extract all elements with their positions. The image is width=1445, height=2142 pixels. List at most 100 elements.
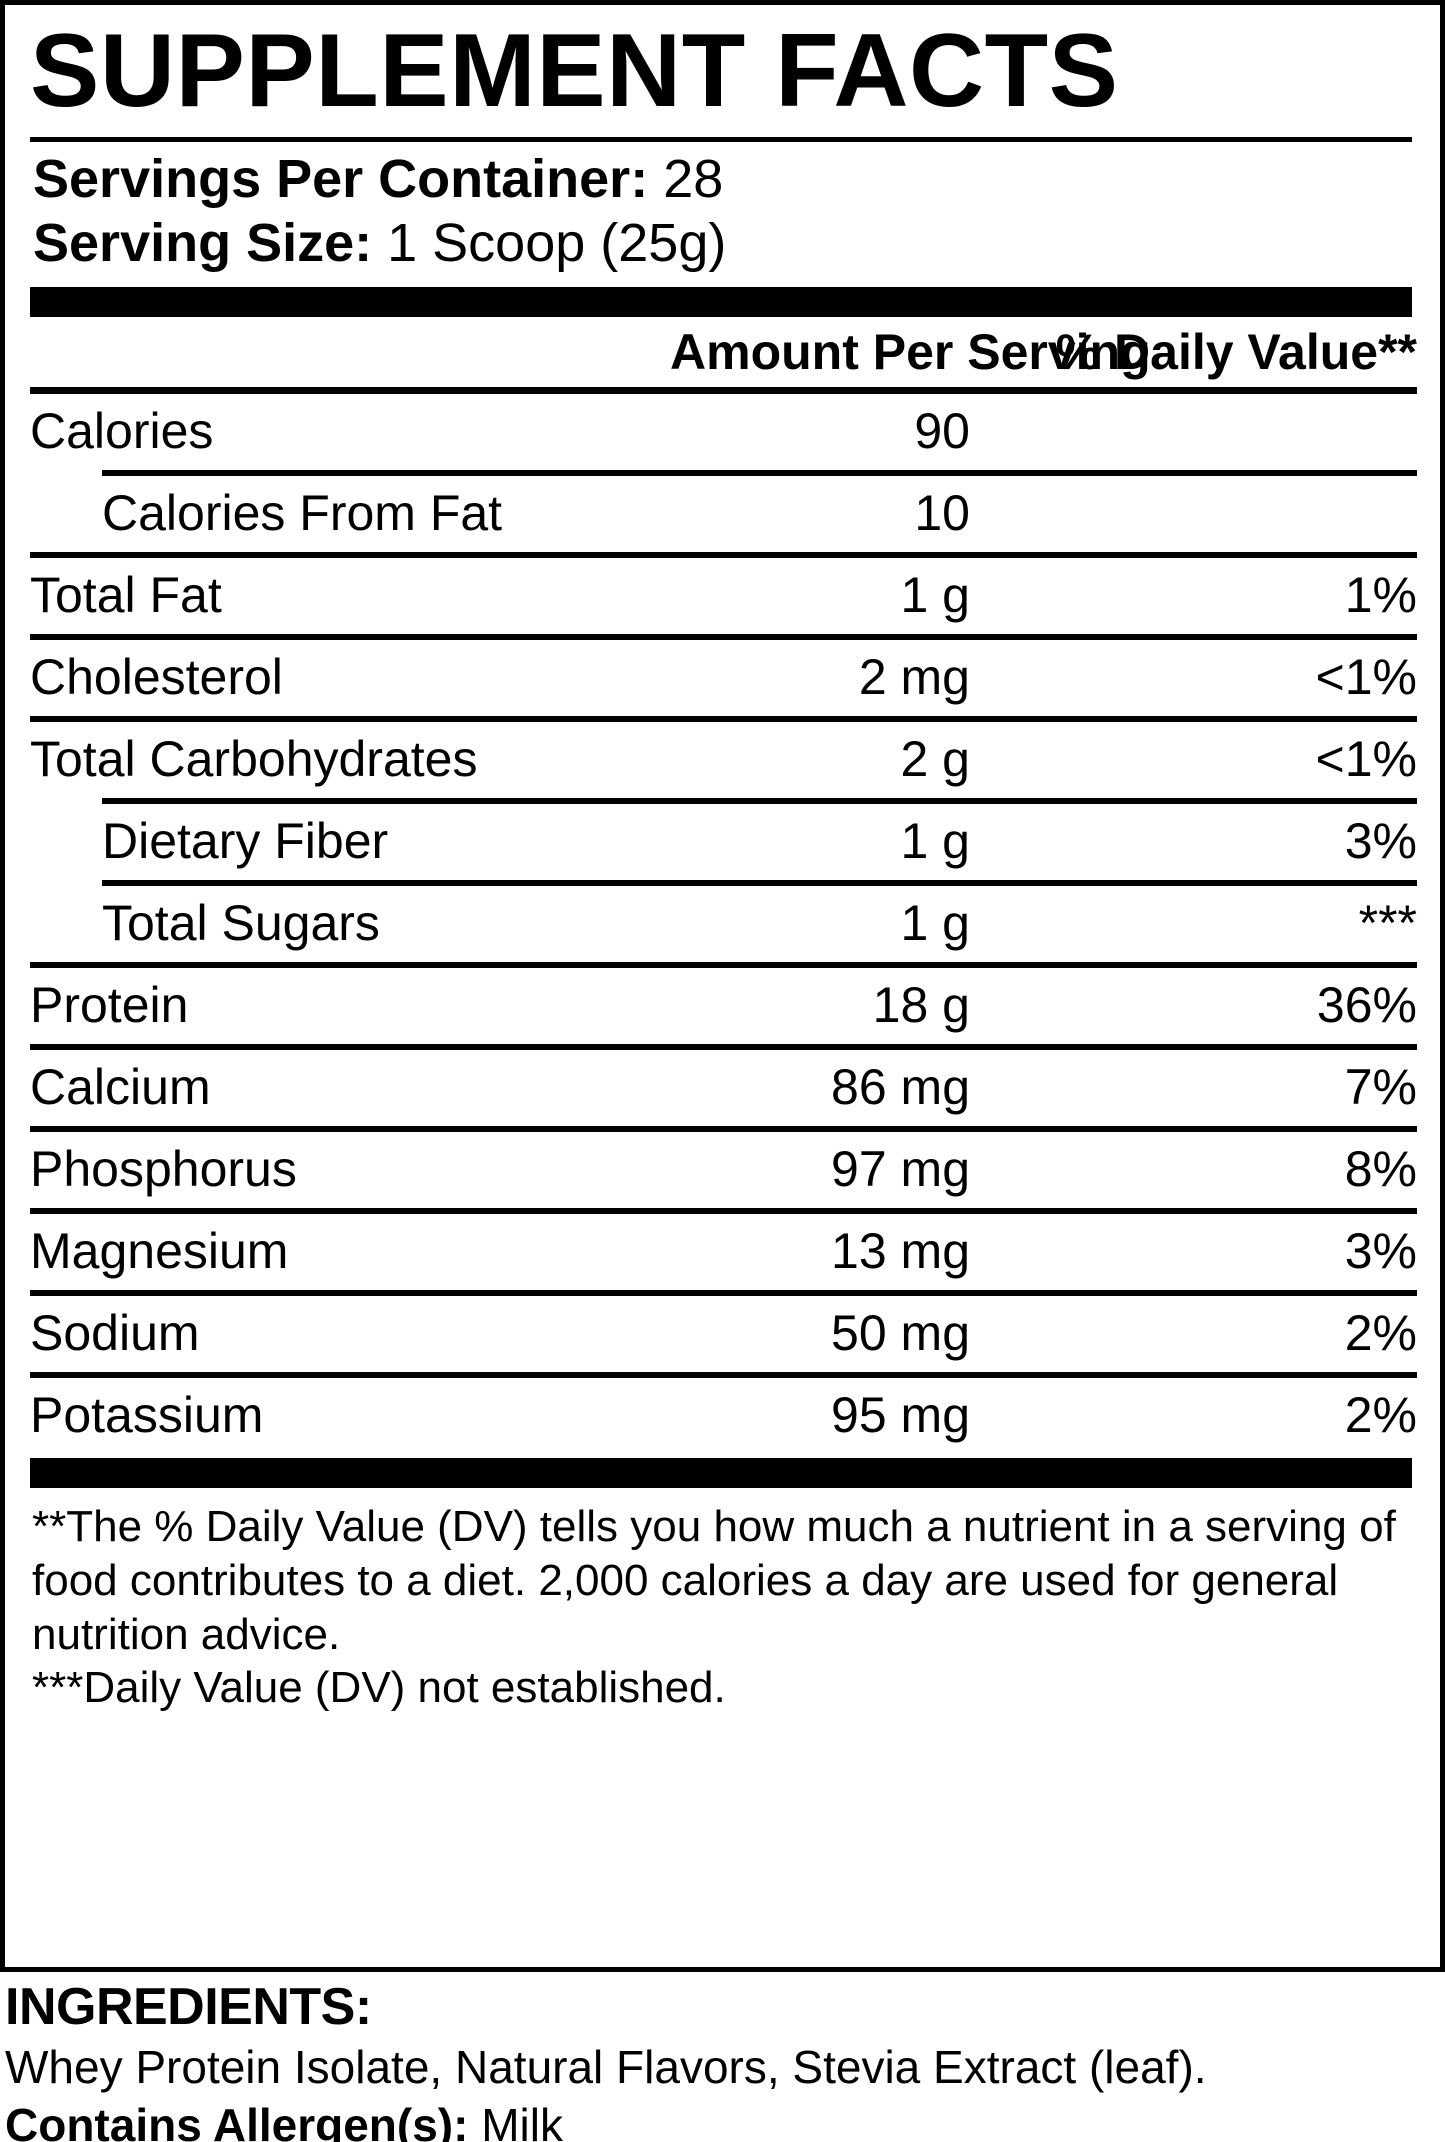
table-row: Magnesium 13 mg 3%	[30, 1214, 1417, 1290]
row-divider	[30, 634, 1417, 641]
nutrient-amount: 97 mg	[831, 1141, 970, 1198]
nutrient-amount: 18 g	[872, 977, 970, 1034]
row-divider	[30, 962, 1417, 969]
nutrient-name: Potassium	[30, 1387, 264, 1444]
row-divider-row	[30, 716, 1417, 723]
row-divider-row	[30, 1044, 1417, 1051]
nutrient-daily-value	[970, 394, 1417, 470]
table-header-row: Amount Per Serving % Daily Value**	[30, 317, 1417, 387]
table-row: Calcium 86 mg 7%	[30, 1050, 1417, 1126]
nutrient-daily-value: <1%	[1315, 731, 1417, 788]
nutrient-amount: 2 mg	[858, 649, 970, 706]
serving-size: Serving Size: 1 Scoop (25g)	[30, 212, 1412, 276]
servings-per-container: Servings Per Container: 28	[30, 148, 1412, 212]
nutrient-name: Calories From Fat	[102, 485, 503, 542]
nutrient-daily-value: 3%	[1344, 1223, 1417, 1280]
row-divider	[30, 1290, 1417, 1297]
nutrient-amount: 95 mg	[831, 1387, 970, 1444]
row-divider-row	[30, 1372, 1417, 1379]
nutrient-amount: 1 g	[900, 895, 970, 952]
nutrient-daily-value: 2%	[1344, 1387, 1417, 1444]
table-row: Dietary Fiber 1 g 3%	[30, 804, 1417, 880]
row-divider	[30, 1372, 1417, 1379]
nutrient-name: Sodium	[30, 1305, 200, 1362]
table-row: Sodium 50 mg 2%	[30, 1296, 1417, 1372]
ingredients-heading: INGREDIENTS:	[5, 1978, 372, 2036]
column-header-amount: Amount Per Serving	[670, 324, 1151, 381]
servings-per-container-label: Servings Per Container:	[33, 149, 649, 209]
row-divider-row	[30, 634, 1417, 641]
nutrient-daily-value: 7%	[1344, 1059, 1417, 1116]
page-title: SUPPLEMENT FACTS	[30, 13, 1119, 129]
row-divider	[30, 1044, 1417, 1051]
nutrient-daily-value: 3%	[1344, 813, 1417, 870]
header-divider-row	[30, 387, 1417, 395]
ingredients-list: Whey Protein Isolate, Natural Flavors, S…	[5, 2040, 1207, 2093]
title-divider	[30, 137, 1412, 142]
allergen-value: Milk	[481, 2098, 563, 2142]
nutrient-amount: 13 mg	[831, 1223, 970, 1280]
nutrient-name: Calcium	[30, 1059, 211, 1116]
nutrient-daily-value: 1%	[1344, 567, 1417, 624]
nutrient-daily-value	[970, 476, 1417, 552]
table-row: Potassium 95 mg 2%	[30, 1378, 1417, 1454]
nutrient-name: Total Carbohydrates	[30, 731, 478, 788]
nutrient-amount: 10	[914, 485, 970, 542]
table-row: Total Carbohydrates 2 g <1%	[30, 722, 1417, 798]
nutrient-amount: 86 mg	[831, 1059, 970, 1116]
nutrient-name: Dietary Fiber	[102, 813, 389, 870]
table-row: Phosphorus 97 mg 8%	[30, 1132, 1417, 1208]
row-divider-row	[30, 1208, 1417, 1215]
column-header-daily-value: % Daily Value**	[1055, 324, 1417, 381]
column-header-name	[30, 317, 670, 387]
nutrient-daily-value: 8%	[1344, 1141, 1417, 1198]
serving-size-value: 1 Scoop (25g)	[387, 212, 727, 273]
nutrient-name: Total Fat	[30, 567, 222, 624]
heavy-bar-top	[30, 287, 1412, 318]
nutrient-daily-value: 36%	[1316, 977, 1417, 1034]
row-divider-row	[30, 1126, 1417, 1133]
table-row: Calories From Fat 10	[30, 476, 1417, 552]
ingredients-section: INGREDIENTS: Whey Protein Isolate, Natur…	[5, 1980, 1440, 2142]
nutrient-name: Total Sugars	[102, 895, 380, 952]
header-divider	[30, 387, 1417, 395]
servings-per-container-value: 28	[663, 149, 724, 209]
row-divider-row	[30, 962, 1417, 969]
nutrition-table: Amount Per Serving % Daily Value** Calor…	[30, 317, 1417, 1454]
row-divider	[102, 470, 1417, 477]
table-row: Protein 18 g 36%	[30, 968, 1417, 1044]
nutrient-amount: 50 mg	[831, 1305, 970, 1362]
row-divider	[30, 1208, 1417, 1215]
footnotes: **The % Daily Value (DV) tells you how m…	[30, 1488, 1412, 1715]
row-divider-row	[30, 798, 1417, 805]
nutrition-table-body: Amount Per Serving % Daily Value** Calor…	[30, 317, 1417, 1454]
nutrient-name: Calories	[30, 403, 214, 460]
row-divider	[30, 716, 1417, 723]
serving-size-label: Serving Size:	[33, 212, 373, 273]
table-row: Total Sugars 1 g ***	[30, 886, 1417, 962]
nutrient-amount: 1 g	[900, 567, 970, 624]
row-divider	[30, 1126, 1417, 1133]
table-row: Cholesterol 2 mg <1%	[30, 640, 1417, 716]
footnote-daily-value: **The % Daily Value (DV) tells you how m…	[32, 1502, 1396, 1659]
nutrient-name: Protein	[30, 977, 189, 1034]
nutrient-name: Cholesterol	[30, 649, 283, 706]
allergen-statement: Contains Allergen(s): Milk	[5, 2097, 1440, 2142]
nutrient-daily-value: ***	[1358, 895, 1417, 952]
nutrient-amount: 2 g	[900, 731, 970, 788]
row-divider-row	[30, 470, 1417, 477]
allergen-label: Contains Allergen(s):	[5, 2098, 469, 2142]
nutrient-amount: 90	[914, 403, 970, 460]
row-divider-row	[30, 880, 1417, 887]
heavy-bar-bottom	[30, 1458, 1412, 1489]
row-divider	[102, 798, 1417, 805]
row-divider-row	[30, 1290, 1417, 1297]
nutrient-daily-value: 2%	[1344, 1305, 1417, 1362]
row-divider-row	[30, 552, 1417, 559]
nutrient-amount: 1 g	[900, 813, 970, 870]
footnote-not-established: ***Daily Value (DV) not established.	[32, 1663, 726, 1713]
nutrient-name: Phosphorus	[30, 1141, 297, 1198]
table-row: Calories 90	[30, 394, 1417, 470]
nutrient-name: Magnesium	[30, 1223, 289, 1280]
